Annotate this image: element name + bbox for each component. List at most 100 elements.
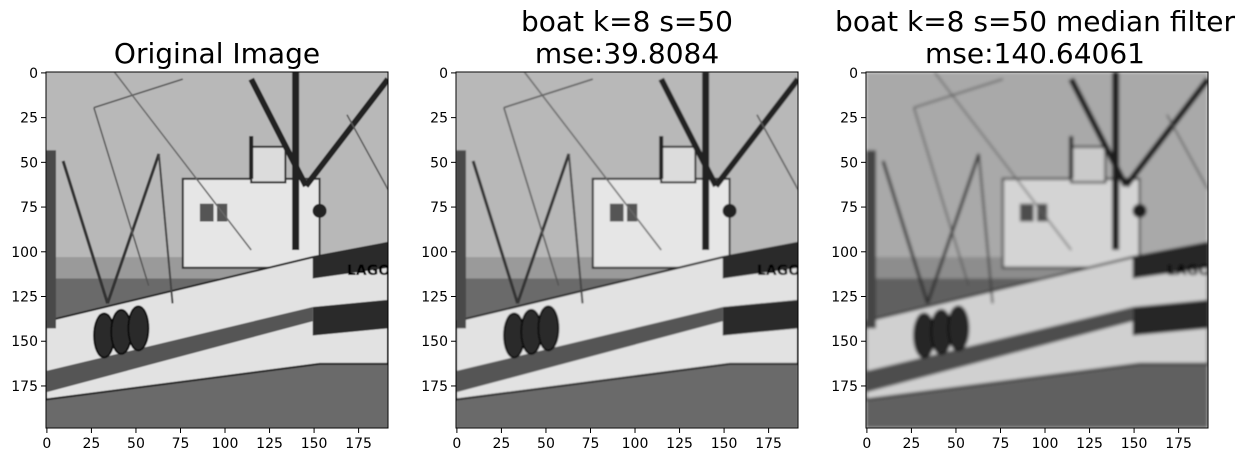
dock-post — [46, 150, 56, 329]
rigging-line — [523, 72, 662, 251]
image-axes: LAGO 0 25 50 75 100 125 150 175 0 25 50 75 100 125 150 1… — [421, 66, 800, 452]
rigging-line — [93, 78, 184, 109]
x-tick-label: 0 — [42, 436, 51, 452]
cabin-top — [660, 145, 697, 184]
y-tick-label: 50 — [20, 155, 38, 171]
porthole — [312, 203, 327, 218]
hull-band — [456, 306, 723, 393]
x-tick-label: 175 — [345, 436, 372, 452]
boat-image: LAGO — [866, 72, 1208, 428]
y-tick-label: 75 — [840, 200, 858, 216]
hull-stripe-bottom — [312, 299, 388, 336]
panel-title-line-2: mse:140.64061 — [925, 37, 1145, 70]
rigging-line — [113, 72, 252, 251]
dock-post — [456, 150, 466, 329]
y-tick-label: 125 — [11, 290, 38, 306]
x-tick-label: 75 — [992, 436, 1010, 452]
axes-frame — [455, 71, 799, 429]
boat-image: LAGO — [46, 72, 390, 428]
rigging-line — [756, 114, 798, 190]
x-tick-label: 100 — [212, 436, 239, 452]
y-tick-label: 175 — [831, 379, 858, 395]
cabin-window — [609, 203, 624, 222]
panel-title-line-2: mse:39.8084 — [534, 37, 720, 70]
x-tick-label: 50 — [127, 436, 145, 452]
panel-compressed: boat k=8 s=50 mse:39.8084 LAGO 0 25 50 75 100… — [410, 0, 820, 462]
y-tick-label: 100 — [831, 245, 858, 261]
panel-title: boat k=8 s=50 median filter mse:140.6406… — [820, 6, 1250, 70]
x-tick-label: 50 — [947, 436, 965, 452]
panel-title: Original Image — [46, 38, 388, 70]
rigging-line — [61, 160, 109, 304]
boom — [713, 77, 798, 188]
darken-overlay — [866, 72, 1208, 428]
y-tick-label: 125 — [831, 290, 858, 306]
y-tick-label: 0 — [439, 66, 448, 82]
axes-frame — [865, 71, 1209, 429]
axes-frame — [45, 71, 389, 429]
y-tick-label: 25 — [20, 111, 38, 127]
panel-title-line-1: boat k=8 s=50 — [520, 5, 733, 38]
x-tick-label: 50 — [537, 436, 555, 452]
rigging-line — [157, 153, 174, 304]
panel-title-line-1: boat k=8 s=50 median filter — [835, 5, 1235, 38]
boom — [248, 77, 309, 188]
rigging-line — [106, 153, 161, 304]
rigging-line — [516, 153, 571, 304]
hull-stripe-top — [312, 242, 388, 279]
y-tick-label: 75 — [430, 200, 448, 216]
x-tick-label: 175 — [1165, 436, 1192, 452]
panel-original: Original Image LAGO 0 25 50 75 100 125 150 175 0 2… — [0, 0, 410, 462]
porthole — [722, 203, 737, 218]
panel-title-line-1: Original Image — [113, 37, 321, 70]
hull-stripe-top — [722, 242, 798, 279]
cabin-window — [199, 203, 214, 222]
hull-stripe-bottom — [722, 299, 798, 336]
panel-median-filter: boat k=8 s=50 median filter mse:140.6406… — [820, 0, 1250, 462]
x-tick-label: 100 — [622, 436, 649, 452]
x-tick-label: 150 — [301, 436, 328, 452]
image-axes: LAGO 0 25 50 75 100 125 150 175 0 25 50 75 100 125 150 1… — [11, 66, 390, 452]
y-tick-label: 0 — [849, 66, 858, 82]
boat-image: LAGO — [456, 72, 800, 428]
y-tick-label: 175 — [11, 379, 38, 395]
x-tick-label: 125 — [666, 436, 693, 452]
rigging-line — [503, 78, 594, 109]
panel-title: boat k=8 s=50 mse:39.8084 — [456, 6, 798, 70]
x-tick-label: 0 — [862, 436, 871, 452]
x-tick-label: 150 — [1121, 436, 1148, 452]
rigging-line — [471, 160, 519, 304]
y-tick-label: 150 — [11, 334, 38, 350]
boom — [303, 77, 388, 188]
x-tick-label: 0 — [452, 436, 461, 452]
tire — [127, 305, 150, 352]
x-tick-label: 150 — [711, 436, 738, 452]
x-tick-label: 25 — [903, 436, 921, 452]
x-tick-label: 100 — [1032, 436, 1059, 452]
boom — [658, 77, 719, 188]
image-axes: LAGO 0 25 50 75 100 125 150 175 0 25 50 75 100 125 150 1… — [831, 66, 1209, 452]
hull-band — [46, 306, 313, 393]
boat-lettering: LAGO — [757, 263, 800, 279]
boat-lettering: LAGO — [347, 263, 390, 279]
rigging-line — [567, 153, 584, 304]
y-tick-label: 50 — [840, 155, 858, 171]
y-tick-label: 125 — [421, 290, 448, 306]
y-tick-label: 100 — [421, 245, 448, 261]
rigging-line — [346, 114, 388, 190]
x-tick-label: 125 — [256, 436, 283, 452]
x-tick-label: 75 — [172, 436, 190, 452]
y-tick-label: 50 — [430, 155, 448, 171]
rigging-line — [503, 107, 560, 286]
y-tick-label: 175 — [421, 379, 448, 395]
x-tick-label: 175 — [755, 436, 782, 452]
y-tick-label: 150 — [421, 334, 448, 350]
y-tick-label: 0 — [29, 66, 38, 82]
tire — [537, 305, 560, 352]
rigging-line — [93, 107, 150, 286]
y-tick-label: 100 — [11, 245, 38, 261]
x-tick-label: 75 — [582, 436, 600, 452]
y-tick-label: 75 — [20, 200, 38, 216]
x-tick-label: 25 — [493, 436, 511, 452]
x-tick-label: 25 — [83, 436, 101, 452]
